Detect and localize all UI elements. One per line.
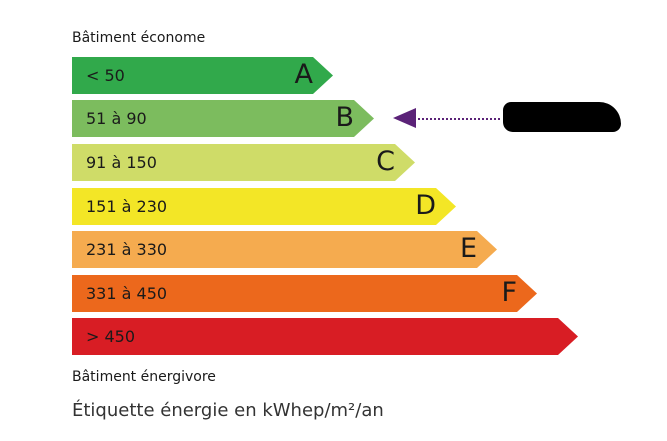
energy-class-bar: > 450 — [72, 318, 578, 355]
class-letter: C — [376, 146, 395, 177]
class-letter: F — [501, 277, 517, 308]
energy-class-bar: < 50 A — [72, 57, 333, 94]
energy-class-bar: 151 à 230 D — [72, 188, 456, 225]
class-range: > 450 — [86, 327, 136, 346]
class-range: 91 à 150 — [86, 153, 157, 172]
footer-caption: Étiquette énergie en kWhep/m²/an — [72, 400, 384, 421]
redacted-value — [503, 102, 621, 132]
class-letter: A — [294, 59, 313, 90]
top-label: Bâtiment économe — [72, 30, 206, 46]
indicator-arrow-icon — [393, 108, 416, 128]
class-range: < 50 — [86, 66, 125, 85]
energy-class-bar: 231 à 330 E — [72, 231, 497, 268]
class-range: 51 à 90 — [86, 109, 147, 128]
class-range: 151 à 230 — [86, 197, 168, 216]
energy-class-bar: 331 à 450 F — [72, 275, 537, 312]
bottom-label: Bâtiment énergivore — [72, 369, 216, 385]
class-range: 331 à 450 — [86, 284, 168, 303]
energy-class-bar: 91 à 150 C — [72, 144, 415, 181]
class-letter: E — [459, 233, 477, 264]
indicator-dotted-line — [418, 118, 500, 120]
class-letter: B — [335, 102, 354, 133]
class-range: 231 à 330 — [86, 240, 168, 259]
class-letter: D — [415, 190, 436, 221]
energy-class-bar: 51 à 90 B — [72, 100, 374, 137]
